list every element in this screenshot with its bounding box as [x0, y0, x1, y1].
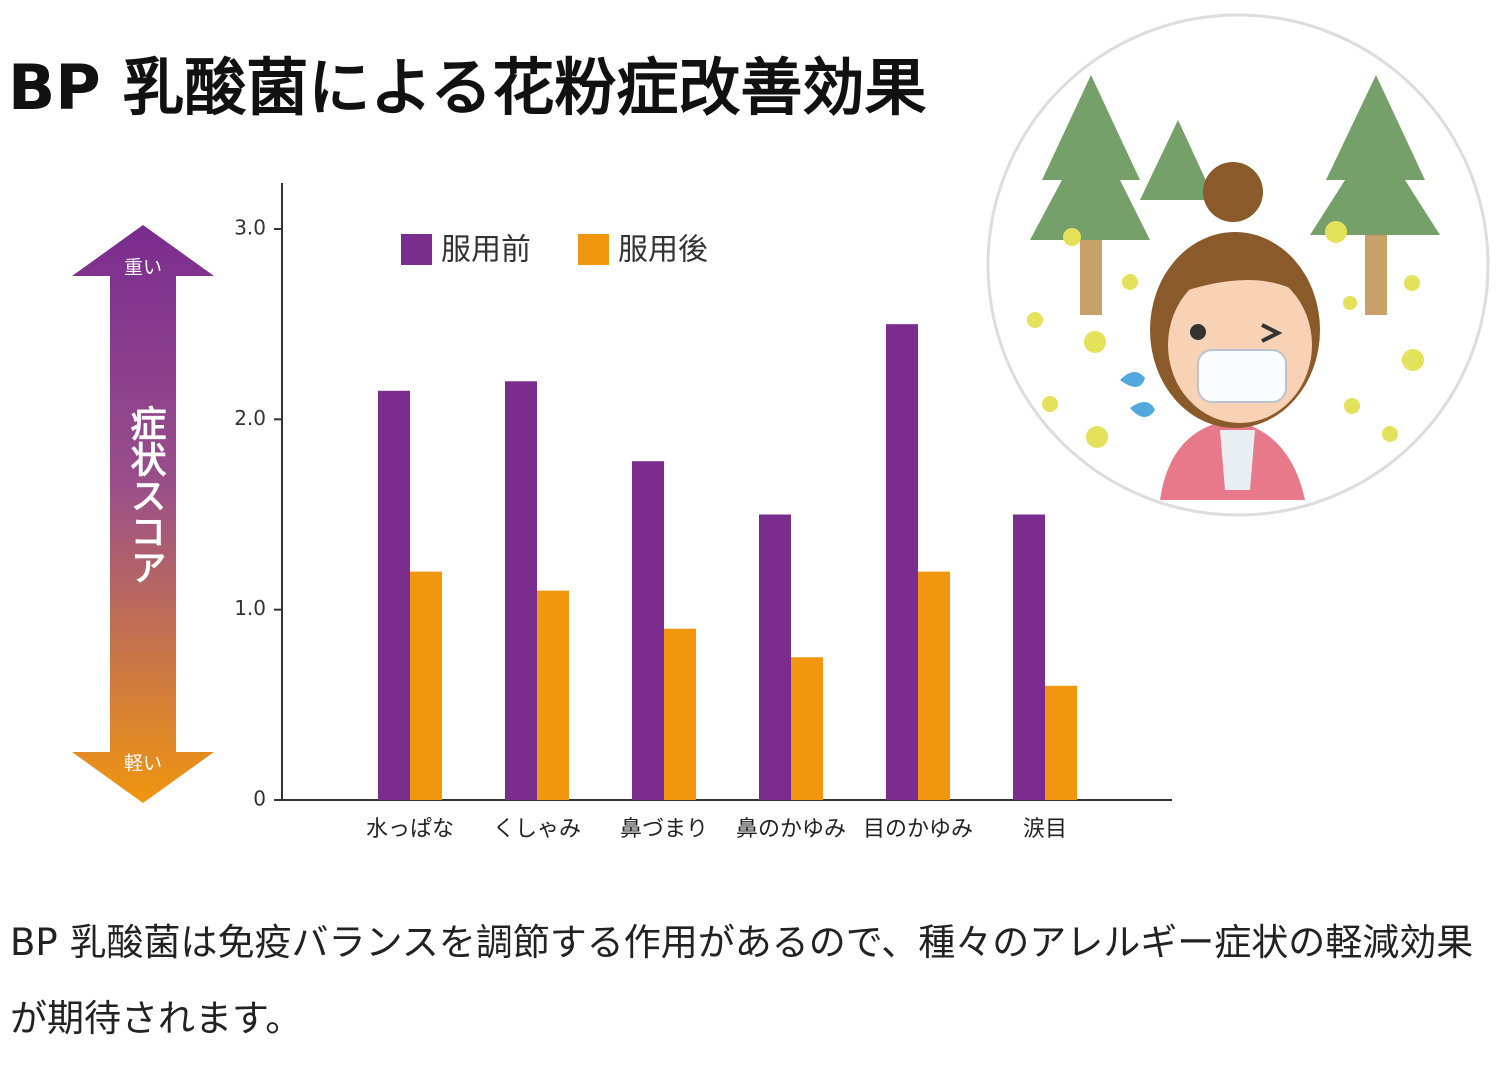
y-tick-label: 3.0	[234, 216, 266, 240]
bar	[1045, 685, 1077, 800]
legend-swatch	[578, 234, 609, 265]
bar	[410, 571, 442, 800]
annotation: 軽い	[124, 753, 162, 775]
legend-label: 服用後	[618, 233, 708, 268]
x-tick-label: 涙目	[1023, 817, 1067, 842]
description: BP 乳酸菌は免疫バランスを調節する作用があるので、種々のアレルギー症状の軽減効…	[10, 921, 1474, 1040]
x-tick-label: くしゃみ	[493, 817, 581, 842]
bar	[759, 514, 791, 800]
bar	[632, 461, 664, 800]
bar	[378, 390, 410, 800]
bar	[537, 590, 569, 800]
bar	[918, 571, 950, 800]
x-tick-label: 鼻のかゆみ	[736, 817, 846, 842]
y-axis-label: 症状スコア	[125, 405, 167, 585]
bar	[886, 324, 918, 800]
x-tick-label: 水っぱな	[366, 817, 454, 842]
x-tick-label: 目のかゆみ	[863, 817, 973, 842]
annotation: 重い	[124, 257, 162, 279]
bar	[1013, 514, 1045, 800]
bar	[791, 657, 823, 800]
chart: BP 乳酸菌による花粉症改善効果 重い 軽い 症状スコア 0 1.0 2.0 3.0 水…	[8, 13, 1490, 842]
legend-swatch	[401, 234, 432, 265]
chart-title: BP 乳酸菌による花粉症改善効果	[8, 51, 926, 124]
bar	[664, 628, 696, 800]
illustration	[986, 13, 1490, 517]
y-tick-label: 1.0	[234, 596, 266, 620]
y-tick-label: 2.0	[234, 406, 266, 430]
bar	[505, 381, 537, 800]
legend-label: 服用前	[441, 233, 531, 268]
x-tick-label: 鼻づまり	[620, 817, 708, 842]
y-tick-label: 0	[253, 787, 266, 811]
score-arrow	[72, 225, 214, 803]
